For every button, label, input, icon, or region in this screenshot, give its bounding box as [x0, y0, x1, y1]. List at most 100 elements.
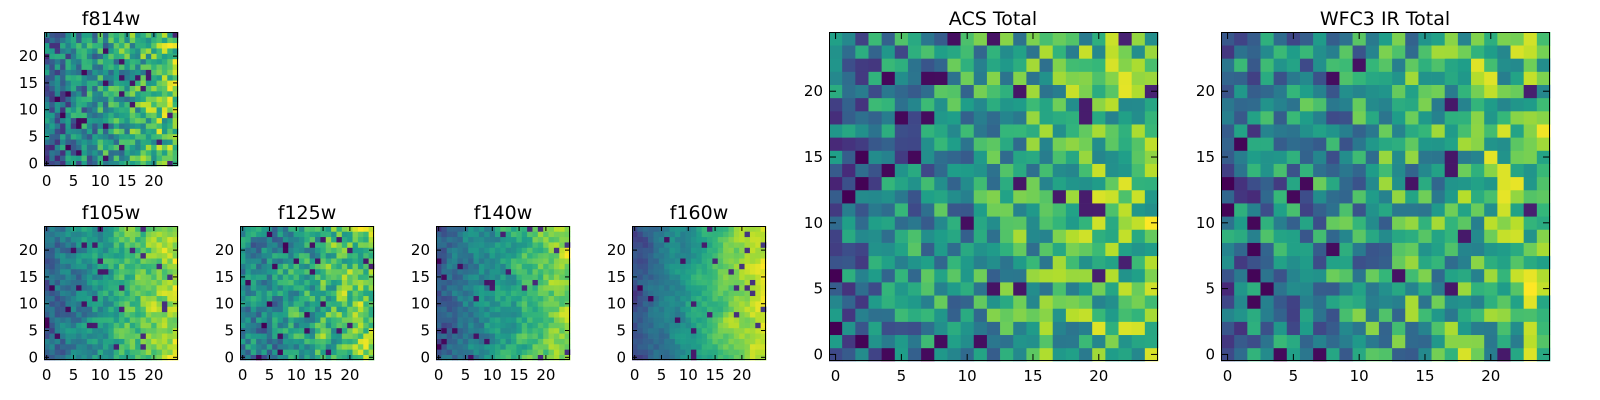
heatmap-cell: [156, 160, 163, 167]
heatmap-cell: [441, 242, 448, 248]
heatmap-cell: [277, 268, 284, 275]
heatmap-cell: [1392, 58, 1406, 72]
heatmap-cell: [1065, 295, 1080, 309]
heatmap-cell: [468, 327, 474, 334]
heatmap-cell: [108, 333, 115, 339]
heatmap-cell: [468, 322, 474, 329]
heatmap-cell: [92, 107, 98, 113]
heatmap-cell: [973, 84, 988, 99]
heatmap-cell: [54, 133, 61, 140]
heatmap-cell: [494, 311, 501, 318]
heatmap-cell: [97, 279, 104, 286]
heatmap-cell: [341, 247, 348, 254]
heatmap-cell: [637, 263, 644, 270]
heatmap-cell: [1457, 97, 1472, 112]
heatmap-cell: [1247, 229, 1261, 243]
heatmap-cell: [1247, 110, 1261, 125]
heatmap-cell: [500, 247, 507, 254]
heatmap-cell: [648, 338, 654, 345]
heatmap-cell: [462, 263, 469, 270]
heatmap-cell: [1013, 110, 1027, 125]
heatmap-cell: [250, 301, 257, 307]
heatmap-cell: [1418, 321, 1432, 336]
heatmap-cell: [76, 155, 82, 161]
heatmap-cell: [1444, 32, 1459, 46]
heatmap-cell: [288, 258, 294, 264]
heatmap-cell: [368, 263, 375, 270]
heatmap-cell: [1092, 176, 1106, 191]
heatmap-cell: [92, 327, 98, 334]
heatmap-cell: [167, 247, 173, 254]
heatmap-cell: [1431, 163, 1446, 178]
heatmap-cell: [907, 295, 922, 309]
heatmap-cell: [172, 258, 179, 264]
heatmap-cell: [1299, 32, 1314, 46]
heatmap-cell: [124, 101, 131, 108]
heatmap-cell: [527, 274, 533, 280]
heatmap-cell: [1431, 295, 1446, 309]
heatmap-cell: [65, 338, 72, 345]
heatmap-cell: [478, 333, 485, 339]
heatmap-cell: [441, 279, 448, 286]
heatmap-cell: [1000, 97, 1014, 112]
heatmap-cell: [548, 290, 555, 297]
heatmap-cell: [441, 247, 448, 254]
y-tick-label: 20: [19, 47, 38, 65]
heatmap-cell: [145, 139, 152, 145]
heatmap-cell: [1418, 255, 1432, 270]
heatmap-cell: [986, 216, 1001, 230]
heatmap-cell: [739, 279, 745, 286]
heatmap-cell: [49, 74, 56, 81]
heatmap-cell: [1221, 334, 1235, 349]
x-tick-label: 15: [1415, 367, 1434, 385]
heatmap-cell: [347, 327, 353, 334]
heatmap-cell: [1444, 150, 1459, 164]
heatmap-cell: [760, 268, 767, 275]
heatmap-cell: [261, 274, 268, 280]
heatmap-cell: [537, 317, 544, 323]
heatmap-cell: [70, 306, 77, 313]
heatmap-cell: [1065, 124, 1080, 138]
heatmap-cell: [54, 123, 61, 129]
heatmap-cell: [140, 317, 147, 323]
heatmap-cell: [690, 349, 697, 355]
heatmap-cell: [1234, 45, 1248, 59]
heatmap-cell: [135, 90, 141, 97]
heatmap-cell: [266, 311, 273, 318]
heatmap-cell: [119, 149, 125, 156]
heatmap-cell: [261, 311, 268, 318]
heatmap-cell: [54, 327, 61, 334]
heatmap-cell: [151, 123, 157, 129]
heatmap-cell: [1365, 203, 1380, 217]
heatmap-cell: [537, 295, 544, 302]
heatmap-cell: [256, 268, 262, 275]
heatmap-cell: [119, 74, 125, 81]
x-tick-label: 5: [657, 366, 667, 384]
heatmap-cell: [505, 295, 512, 302]
heatmap-cell: [70, 96, 77, 103]
heatmap-cell: [511, 284, 517, 291]
heatmap-cell: [124, 284, 131, 291]
heatmap-cell: [331, 322, 337, 329]
heatmap-cell: [135, 32, 141, 38]
heatmap-cell: [65, 231, 72, 238]
heatmap-cell: [293, 343, 300, 350]
heatmap-cell: [92, 343, 98, 350]
heatmap-cell: [363, 322, 369, 329]
heatmap-cell: [151, 117, 157, 124]
heatmap-cell: [1313, 255, 1327, 270]
heatmap-cell: [527, 279, 533, 286]
heatmap-cell: [156, 252, 163, 259]
heatmap-cell: [92, 349, 98, 355]
heatmap-cell: [156, 295, 163, 302]
heatmap-cell: [1092, 216, 1106, 230]
y-tick-label: 20: [411, 241, 430, 259]
heatmap-cell: [739, 263, 745, 270]
heatmap-cell: [266, 290, 273, 297]
heatmap-cell: [60, 274, 66, 280]
heatmap-cell: [92, 279, 98, 286]
heatmap-cell: [108, 274, 115, 280]
heatmap-cell: [140, 338, 147, 345]
heatmap-cell: [156, 90, 163, 97]
heatmap-cell: [81, 58, 88, 65]
